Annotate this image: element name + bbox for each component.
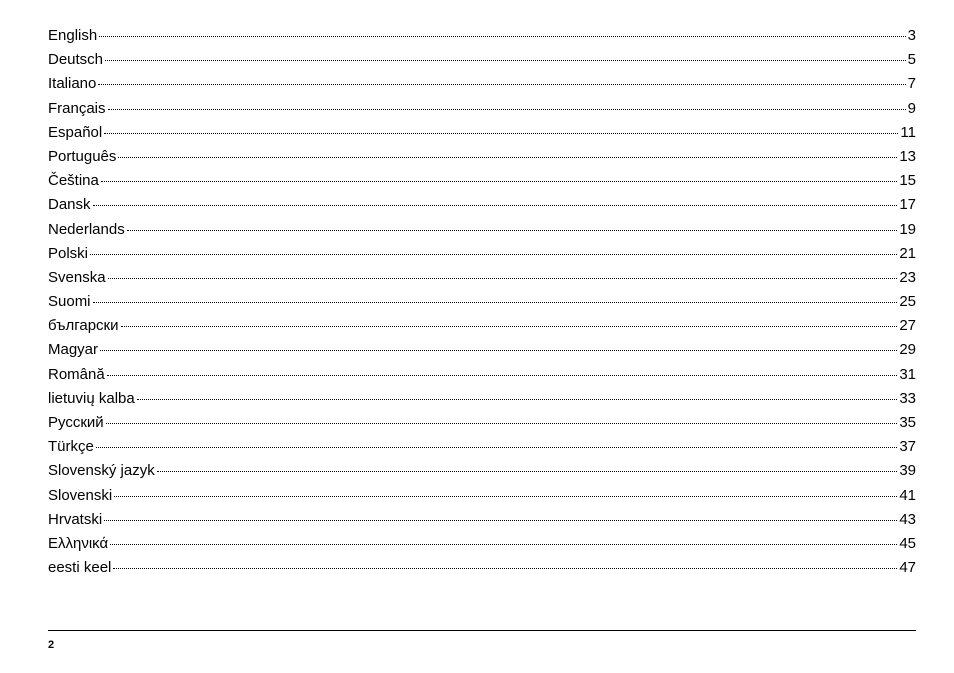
toc-leader [99, 36, 905, 37]
toc-entry: Ελληνικά 45 [48, 536, 916, 551]
toc-entry-label: Italiano [48, 76, 96, 91]
toc-entry-page: 25 [899, 294, 916, 309]
toc-leader [108, 278, 898, 279]
toc-entry: Slovenski 41 [48, 488, 916, 503]
toc-entry-label: Magyar [48, 342, 98, 357]
toc-leader [110, 544, 897, 545]
toc-entry-page: 29 [899, 342, 916, 357]
toc-entry-label: Slovenski [48, 488, 112, 503]
toc-entry: Slovenský jazyk 39 [48, 463, 916, 478]
toc-entry-label: Dansk [48, 197, 91, 212]
toc-entry-page: 27 [899, 318, 916, 333]
toc-entry-page: 13 [899, 149, 916, 164]
toc-leader [93, 302, 898, 303]
toc-entry-page: 45 [899, 536, 916, 551]
toc-entry: Italiano 7 [48, 76, 916, 91]
toc-leader [101, 181, 897, 182]
toc-entry-page: 41 [899, 488, 916, 503]
page-number: 2 [48, 639, 54, 651]
toc-entry-page: 9 [908, 101, 916, 116]
toc-entry-label: Nederlands [48, 222, 125, 237]
toc-leader [108, 109, 906, 110]
toc-entry-page: 19 [899, 222, 916, 237]
toc-entry-label: Română [48, 367, 105, 382]
toc-entry-label: Español [48, 125, 102, 140]
toc-entry-page: 3 [908, 28, 916, 43]
toc-leader [100, 350, 897, 351]
toc-entry: Français 9 [48, 101, 916, 116]
toc-entry-page: 35 [899, 415, 916, 430]
toc-entry: Dansk 17 [48, 197, 916, 212]
table-of-contents: English 3 Deutsch 5 Italiano 7 Français 9 Españo… [48, 28, 916, 612]
toc-entry-page: 21 [899, 246, 916, 261]
toc-entry-label: Português [48, 149, 116, 164]
toc-entry-label: English [48, 28, 97, 43]
toc-entry-label: Deutsch [48, 52, 103, 67]
toc-entry-page: 11 [900, 125, 916, 140]
toc-entry: Hrvatski 43 [48, 512, 916, 527]
toc-entry-label: Slovenský jazyk [48, 463, 155, 478]
toc-leader [96, 447, 897, 448]
toc-entry-page: 37 [899, 439, 916, 454]
toc-entry-label: Polski [48, 246, 88, 261]
toc-leader [104, 520, 897, 521]
toc-entry-page: 31 [899, 367, 916, 382]
toc-leader [107, 375, 898, 376]
toc-entry-page: 33 [899, 391, 916, 406]
toc-leader [137, 399, 898, 400]
toc-leader [106, 423, 898, 424]
toc-entry-label: Français [48, 101, 106, 116]
toc-entry: Čeština 15 [48, 173, 916, 188]
toc-entry-page: 7 [908, 76, 916, 91]
toc-entry: Русский 35 [48, 415, 916, 430]
toc-entry-label: Ελληνικά [48, 536, 108, 551]
toc-entry: Português 13 [48, 149, 916, 164]
toc-entry-label: Suomi [48, 294, 91, 309]
toc-entry: Deutsch 5 [48, 52, 916, 67]
toc-entry-label: Русский [48, 415, 104, 430]
toc-entry-page: 5 [908, 52, 916, 67]
toc-leader [114, 496, 897, 497]
toc-entry-page: 15 [899, 173, 916, 188]
toc-entry-label: Hrvatski [48, 512, 102, 527]
toc-leader [105, 60, 906, 61]
toc-entry: Suomi 25 [48, 294, 916, 309]
toc-entry: Nederlands 19 [48, 222, 916, 237]
toc-entry-label: Türkçe [48, 439, 94, 454]
toc-entry-label: lietuvių kalba [48, 391, 135, 406]
toc-leader [121, 326, 898, 327]
toc-entry-page: 23 [899, 270, 916, 285]
toc-leader [127, 230, 898, 231]
toc-entry: български 27 [48, 318, 916, 333]
toc-leader [98, 84, 905, 85]
toc-entry: Svenska 23 [48, 270, 916, 285]
toc-entry: Polski 21 [48, 246, 916, 261]
toc-entry: lietuvių kalba 33 [48, 391, 916, 406]
page-footer: 2 [48, 630, 916, 653]
toc-entry: Türkçe 37 [48, 439, 916, 454]
toc-entry-page: 47 [899, 560, 916, 575]
toc-entry-page: 43 [899, 512, 916, 527]
toc-entry: Español 11 [48, 125, 916, 140]
toc-entry-label: български [48, 318, 119, 333]
toc-entry-page: 39 [899, 463, 916, 478]
toc-entry-label: eesti keel [48, 560, 111, 575]
toc-leader [93, 205, 898, 206]
toc-leader [118, 157, 897, 158]
toc-leader [104, 133, 898, 134]
toc-entry: eesti keel 47 [48, 560, 916, 575]
toc-leader [90, 254, 897, 255]
toc-leader [157, 471, 898, 472]
toc-entry-label: Čeština [48, 173, 99, 188]
toc-entry-page: 17 [899, 197, 916, 212]
toc-entry: English 3 [48, 28, 916, 43]
toc-leader [113, 568, 897, 569]
toc-entry: Magyar 29 [48, 342, 916, 357]
toc-entry: Română 31 [48, 367, 916, 382]
toc-entry-label: Svenska [48, 270, 106, 285]
